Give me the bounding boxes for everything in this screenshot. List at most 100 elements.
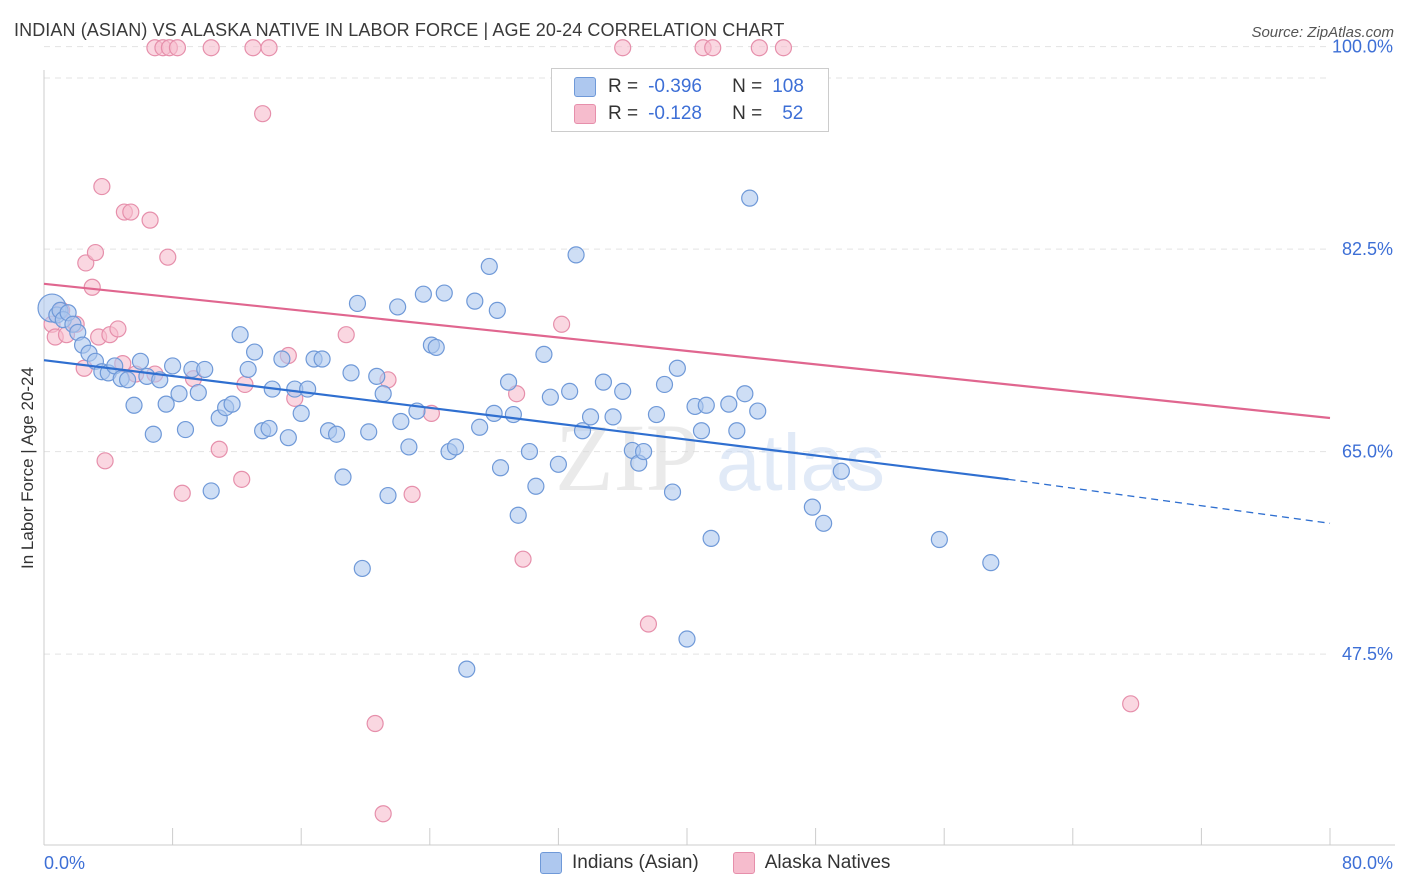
legend-n-value: 108 <box>772 76 804 97</box>
alaska-natives-point <box>704 39 722 57</box>
alaska-natives-point <box>173 484 191 502</box>
indians-asian-point <box>427 338 445 357</box>
indians-asian-point <box>634 442 653 461</box>
legend-n-label: N = <box>732 76 763 97</box>
indians-asian-point <box>392 412 410 431</box>
legend-swatch-indians <box>574 77 596 97</box>
indians-asian-point <box>157 395 175 413</box>
indians-asian-point <box>118 371 137 389</box>
indians-asian-point <box>348 294 367 313</box>
indians-asian-point <box>189 383 207 402</box>
indians-asian-point <box>334 468 352 486</box>
indians-asian-point <box>520 442 539 461</box>
indians-asian-point <box>614 382 632 400</box>
alaska-natives-point <box>244 39 262 57</box>
indians-asian-point <box>549 455 568 473</box>
indians-asian-point <box>273 350 291 368</box>
chart-title: INDIAN (ASIAN) VS ALASKA NATIVE IN LABOR… <box>14 20 785 40</box>
alaska-natives-trend-line <box>43 282 1331 420</box>
alaska-natives-point <box>210 440 228 458</box>
legend-item-alaska: Alaska Natives <box>732 852 891 874</box>
indians-asian-point <box>663 483 682 501</box>
source-label: Source: ZipAtlas.com <box>1251 24 1394 41</box>
indians-asian-point <box>389 298 407 316</box>
alaska-natives-point <box>233 470 251 488</box>
indians-asian-point <box>982 554 1000 572</box>
indians-asian-point <box>164 357 182 375</box>
indians-asian-point <box>170 385 188 403</box>
legend-row-indians: R = -0.396 N = 108 <box>574 75 804 99</box>
correlation-legend: R = -0.396 N = 108 R = -0.128 N = 52 <box>551 68 829 132</box>
indians-asian-point <box>480 257 498 276</box>
indians-asian-point <box>353 559 371 578</box>
indians-asian-point <box>491 459 510 477</box>
legend-n-label: N = <box>732 103 763 124</box>
alaska-natives-point <box>93 177 111 196</box>
indians-asian-point <box>702 529 720 547</box>
indians-asian-point <box>581 408 600 426</box>
alaska-natives-point <box>260 39 278 57</box>
indians-asian-point <box>655 375 674 394</box>
indians-asian-point <box>125 396 143 414</box>
alaska-natives-point <box>337 326 355 344</box>
alaska-natives-point <box>202 39 220 57</box>
indians-asian-point <box>749 402 767 420</box>
legend-item-indians: Indians (Asian) <box>540 852 699 874</box>
indians-asian-point <box>561 382 579 400</box>
indians-asian-point <box>360 423 378 441</box>
indians-asian-trend-line <box>43 359 1009 481</box>
legend-n-value: 52 <box>782 103 804 124</box>
alaska-natives-point <box>614 39 632 57</box>
indians-asian-point <box>504 405 522 424</box>
indians-asian-point <box>131 352 150 370</box>
legend-label-alaska: Alaska Natives <box>764 852 891 873</box>
indians-asian-point <box>803 498 821 516</box>
alaska-natives-point <box>1122 695 1140 713</box>
indians-asian-point <box>720 395 738 413</box>
legend-label-indians: Indians (Asian) <box>572 852 699 873</box>
indians-asian-point <box>458 660 476 678</box>
indians-asian-points <box>37 189 1000 678</box>
indians-asian-point <box>260 419 278 438</box>
indians-asian-point <box>692 422 711 440</box>
indians-asian-point <box>567 246 585 264</box>
indians-asian-point <box>239 360 257 379</box>
indians-asian-point <box>245 343 264 361</box>
indians-asian-trend-extension <box>1008 478 1331 524</box>
x-tick-labels: 0.0% 80.0% <box>44 853 1393 873</box>
indians-asian-point <box>202 482 220 500</box>
legend-r-label: R = <box>608 76 639 97</box>
legend-r-value: -0.396 <box>648 76 702 97</box>
indians-asian-point <box>342 364 360 382</box>
indians-asian-point <box>930 530 948 549</box>
alaska-natives-point <box>553 315 571 333</box>
axes <box>43 70 1395 846</box>
indians-asian-point <box>176 420 195 439</box>
indians-asian-point <box>647 405 666 424</box>
alaska-natives-point <box>109 320 127 338</box>
indians-asian-point <box>374 385 392 403</box>
indians-asian-point <box>144 425 162 443</box>
legend-swatch-indians <box>540 852 562 874</box>
indians-asian-point <box>279 429 297 447</box>
indians-asian-point <box>292 404 310 422</box>
indians-asian-point <box>697 396 715 414</box>
indians-asian-point <box>466 292 484 310</box>
y-tick-label: 47.5% <box>1342 644 1393 664</box>
trend-lines <box>43 282 1331 524</box>
alaska-natives-point <box>639 615 658 633</box>
alaska-natives-point <box>141 211 159 229</box>
legend-swatch-alaska <box>732 852 755 874</box>
alaska-natives-point <box>96 452 114 470</box>
alaska-natives-point <box>254 105 272 123</box>
indians-asian-point <box>414 285 432 303</box>
y-tick-label: 65.0% <box>1342 442 1393 462</box>
indians-asian-point <box>741 189 759 207</box>
indians-asian-point <box>832 462 850 480</box>
indians-asian-point <box>196 360 214 379</box>
legend-r-label: R = <box>608 103 639 124</box>
legend-row-alaska: R = -0.128 N = 52 <box>574 102 803 126</box>
indians-asian-point <box>485 404 503 422</box>
indians-asian-point <box>471 418 489 436</box>
